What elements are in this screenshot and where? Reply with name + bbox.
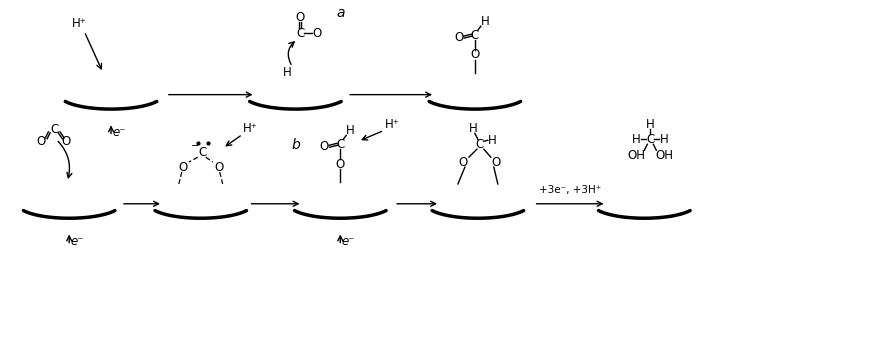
Text: O: O: [36, 135, 46, 148]
Text: b: b: [291, 138, 300, 152]
Text: C: C: [199, 146, 207, 159]
Text: H: H: [346, 124, 355, 137]
Text: O: O: [470, 49, 480, 62]
Text: H: H: [488, 134, 496, 147]
Text: H: H: [468, 122, 477, 135]
Text: OH: OH: [655, 149, 673, 162]
Text: O: O: [458, 156, 468, 169]
Text: C: C: [475, 138, 484, 151]
Text: OH: OH: [627, 149, 646, 162]
Text: O: O: [62, 135, 70, 148]
Text: H: H: [481, 15, 489, 28]
Text: a: a: [336, 6, 344, 20]
Text: O: O: [295, 11, 305, 24]
Text: H: H: [646, 118, 654, 131]
Text: +3e⁻, +3H⁺: +3e⁻, +3H⁺: [539, 185, 601, 195]
Text: H: H: [283, 66, 292, 79]
Text: e⁻: e⁻: [70, 235, 84, 248]
Text: O: O: [313, 27, 322, 40]
Text: O: O: [491, 156, 501, 169]
Text: H: H: [660, 133, 668, 146]
Text: C: C: [471, 29, 479, 42]
Text: O: O: [454, 31, 463, 44]
Text: C: C: [50, 123, 58, 136]
Text: H⁺: H⁺: [243, 122, 258, 135]
Text: C: C: [336, 138, 344, 151]
Text: H⁺: H⁺: [72, 17, 87, 30]
Text: e⁻: e⁻: [112, 126, 126, 139]
Text: −: −: [190, 141, 199, 151]
Text: O: O: [178, 161, 188, 174]
Text: H: H: [632, 133, 640, 146]
Text: O: O: [335, 158, 345, 171]
Text: H⁺: H⁺: [385, 118, 400, 131]
Text: O: O: [214, 161, 223, 174]
Text: C: C: [296, 27, 304, 40]
Text: C: C: [647, 133, 654, 146]
Text: e⁻: e⁻: [342, 235, 355, 248]
Text: O: O: [320, 140, 329, 153]
